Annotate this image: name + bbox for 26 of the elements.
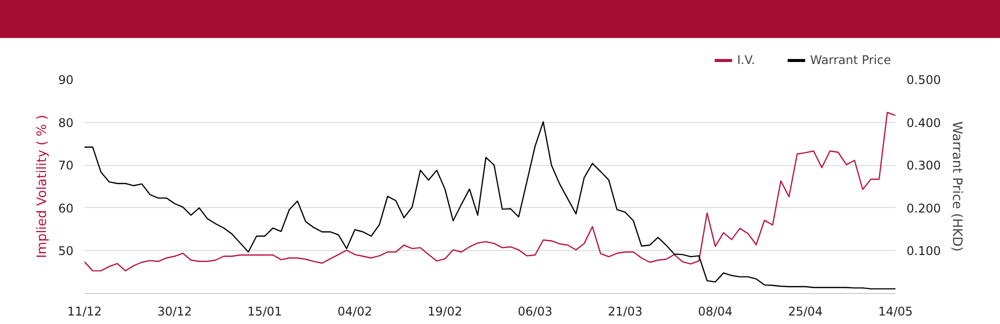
y-tick-label: 80: [58, 116, 74, 130]
x-tick-label: 06/03: [518, 304, 552, 318]
y-tick-label: 60: [58, 201, 74, 216]
y-tick-label: 90: [58, 73, 74, 87]
x-tick-label: 25/04: [788, 304, 823, 318]
y-tick-label: 50: [58, 244, 74, 258]
y2-tick-label: 0.400: [906, 116, 941, 130]
y2-axis-title: Warrant Price (HKD): [948, 121, 964, 252]
x-tick-label: 04/02: [338, 304, 372, 318]
x-tick-label: 30/12: [157, 304, 192, 318]
y-axis-title: Implied Volatility ( % ): [35, 114, 50, 258]
y2-tick-label: 0.200: [906, 201, 941, 216]
x-tick-label: 19/02: [428, 304, 462, 318]
x-tick-label: 14/05: [878, 304, 913, 318]
legend-label: I.V.: [737, 53, 756, 67]
y2-tick-label: 0.100: [906, 244, 941, 258]
line-series: [84, 121, 896, 290]
x-tick-label: 11/12: [67, 304, 102, 318]
x-tick-label: 15/01: [247, 304, 282, 318]
y2-tick-label: 0.300: [906, 158, 941, 173]
line-series: [84, 112, 896, 272]
x-tick-label: 08/04: [698, 304, 733, 318]
legend-label: Warrant Price: [810, 53, 891, 67]
y2-tick-label: 0.500: [906, 73, 941, 87]
y-tick-label: 70: [58, 158, 74, 173]
x-tick-label: 21/03: [608, 304, 642, 318]
